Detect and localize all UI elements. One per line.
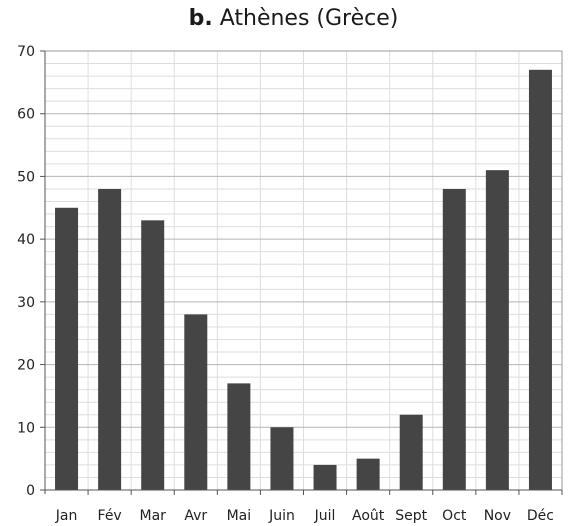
x-tick-label: Juil xyxy=(314,508,336,524)
x-tick-label: Oct xyxy=(442,508,467,524)
bar-Fév xyxy=(98,188,122,490)
bar-Déc xyxy=(528,69,552,491)
bar-Avr xyxy=(184,314,208,490)
x-tick-label: Jan xyxy=(55,508,78,524)
bar-Mar xyxy=(141,220,165,491)
y-tick-labels: 0 10 20 30 40 50 60 70 xyxy=(17,44,45,499)
bars xyxy=(55,69,552,491)
x-tick-labels: Jan Fév Mar Avr Mai Juin Juil Août Sept Oct Nov Déc xyxy=(55,490,563,524)
y-tick-label: 40 xyxy=(17,232,35,248)
x-tick-label: Juin xyxy=(268,508,295,524)
x-tick-label: Mar xyxy=(139,508,166,524)
x-tick-label: Fév xyxy=(98,508,122,524)
bar-Jan xyxy=(55,207,79,491)
x-tick-label: Mai xyxy=(227,508,252,524)
chart-title-prefix: b. xyxy=(188,6,213,31)
bar-Nov xyxy=(485,170,509,490)
y-tick-label: 60 xyxy=(17,107,35,123)
x-tick-label: Août xyxy=(352,508,385,524)
bar-Oct xyxy=(442,188,466,490)
y-tick-label: 0 xyxy=(26,483,35,499)
bar-Août xyxy=(356,458,380,490)
y-tick-label: 30 xyxy=(17,295,35,311)
chart-title-text: Athènes (Grèce) xyxy=(219,6,399,31)
x-tick-label: Sept xyxy=(395,508,427,524)
y-tick-label: 10 xyxy=(17,420,35,436)
chart-title: b. Athènes (Grèce) xyxy=(0,6,587,31)
bar-Juil xyxy=(313,464,337,490)
y-tick-label: 20 xyxy=(17,358,35,374)
y-tick-label: 50 xyxy=(17,169,35,185)
y-tick-label: 70 xyxy=(17,44,35,60)
x-tick-label: Déc xyxy=(527,508,554,524)
axes xyxy=(41,51,562,494)
x-tick-label: Nov xyxy=(484,508,511,524)
x-tick-label: Avr xyxy=(184,508,207,524)
minor-grid xyxy=(45,51,562,490)
bar-Juin xyxy=(270,427,294,490)
bar-Mai xyxy=(227,383,251,490)
bar-Sept xyxy=(399,414,423,490)
